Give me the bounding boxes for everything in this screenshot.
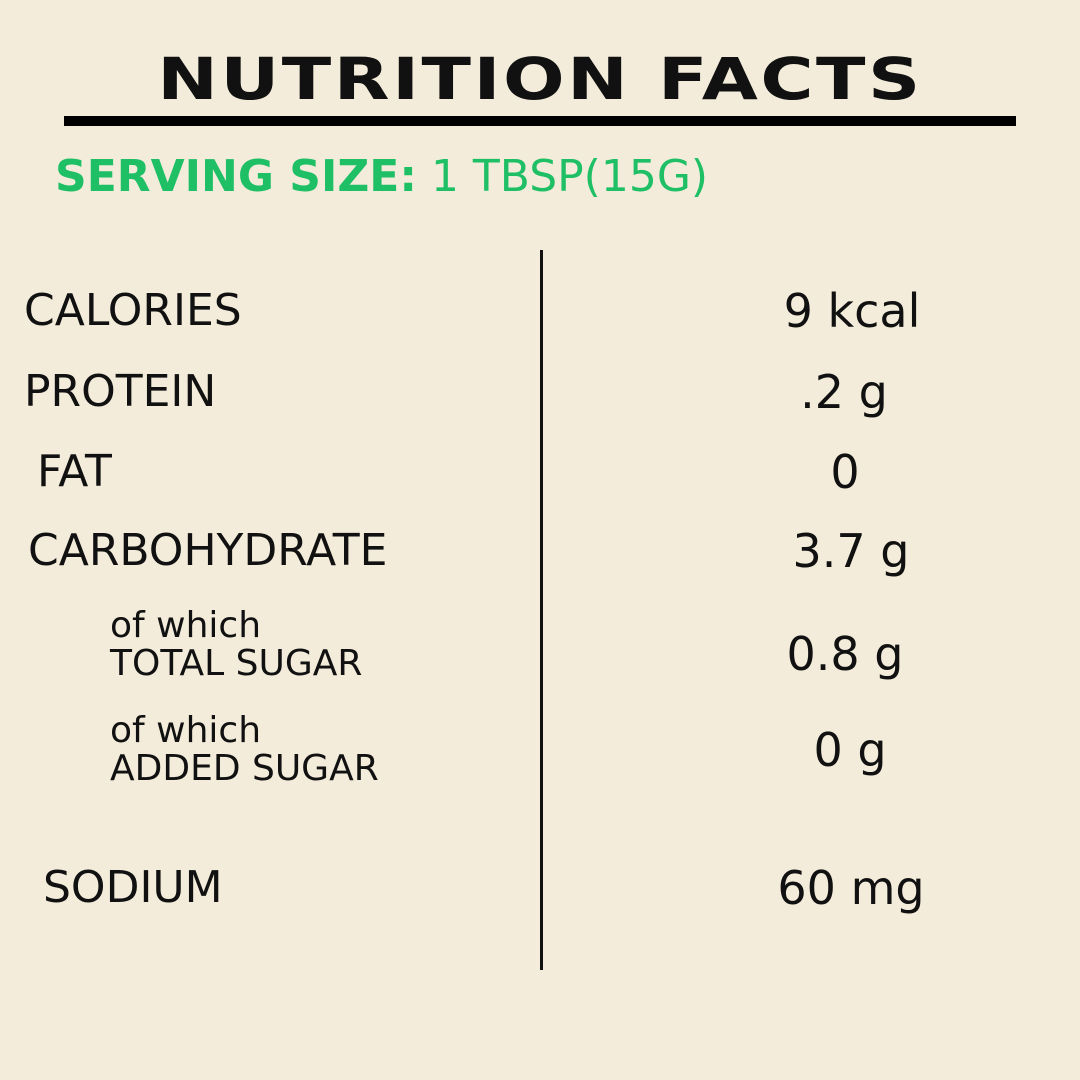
row-label: TOTAL SUGAR	[110, 643, 363, 684]
row-value: 9 kcal	[783, 284, 921, 338]
serving-value: 1 TBSP(15G)	[430, 151, 709, 202]
serving-label: SERVING SIZE:	[55, 151, 417, 202]
row-label: CALORIES	[24, 285, 242, 336]
row-value: 0.8 g	[786, 627, 904, 681]
sub-row-label: of which TOTAL SUGAR	[110, 607, 362, 683]
row-label: SODIUM	[43, 862, 223, 913]
column-divider	[540, 250, 543, 970]
title-rule	[64, 116, 1016, 126]
row-label: ADDED SUGAR	[110, 748, 379, 789]
row-value: 0 g	[813, 723, 887, 777]
sub-row-label: of which ADDED SUGAR	[110, 712, 379, 788]
row-value: 3.7 g	[792, 524, 910, 578]
row-label: FAT	[37, 446, 112, 497]
row-value: 0	[830, 445, 860, 499]
row-label: CARBOHYDRATE	[28, 525, 388, 576]
row-value: .2 g	[800, 365, 888, 419]
serving-size: SERVING SIZE: 1 TBSP(15G)	[55, 155, 708, 199]
title: NUTRITION FACTS	[157, 45, 923, 113]
row-label: PROTEIN	[24, 366, 217, 417]
row-prefix: of which	[110, 710, 262, 751]
row-prefix: of which	[110, 605, 262, 646]
row-value: 60 mg	[777, 861, 925, 915]
